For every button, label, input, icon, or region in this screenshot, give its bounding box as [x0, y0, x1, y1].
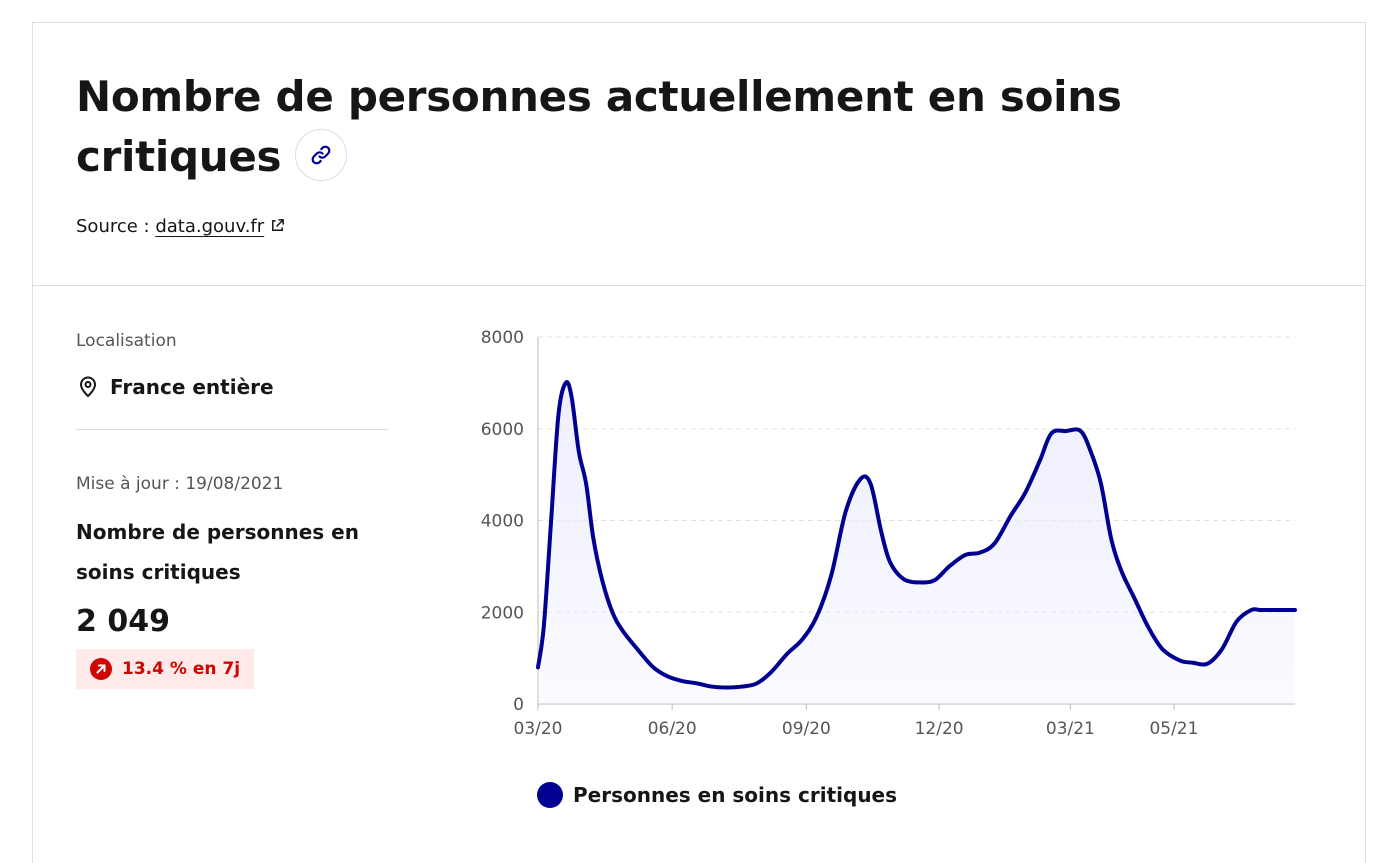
link-icon: [311, 145, 331, 164]
y-tick-label: 8000: [481, 328, 524, 348]
chart-legend: Personnes en soins critiques: [537, 782, 897, 808]
copy-link-button[interactable]: [295, 128, 348, 181]
page-title: Nombre de personnes actuellement en soin…: [76, 67, 1136, 187]
y-tick-label: 4000: [481, 512, 524, 532]
metric-label: Nombre de personnes en soins critiques: [76, 520, 359, 584]
legend-label: Personnes en soins critiques: [573, 783, 898, 807]
y-tick-label: 2000: [481, 603, 524, 623]
update-date: Mise à jour : 19/08/2021: [76, 474, 284, 494]
location-label: Localisation: [76, 331, 177, 351]
location-text: France entière: [110, 375, 274, 399]
source-label: Source :: [76, 216, 150, 237]
title-text: Nombre de personnes actuellement en soin…: [76, 72, 1122, 181]
x-tick-label: 05/21: [1149, 719, 1198, 739]
source-line: Source : data.gouv.fr: [76, 216, 285, 238]
x-tick-label: 03/21: [1046, 719, 1095, 739]
trend-text: 13.4 % en 7j: [122, 659, 241, 679]
location-value[interactable]: France entière: [76, 375, 388, 399]
series-line: [536, 380, 1297, 690]
trend-badge: 13.4 % en 7j: [76, 649, 255, 689]
series-area: [538, 382, 1295, 704]
map-pin-icon: [76, 375, 100, 399]
legend-swatch: [537, 782, 563, 808]
source-link-text: data.gouv.fr: [155, 216, 265, 237]
divider: [76, 429, 388, 430]
card-header: Nombre de personnes actuellement en soin…: [33, 23, 1365, 286]
y-tick-label: 6000: [481, 420, 524, 440]
x-tick-label: 12/20: [915, 719, 964, 739]
critical-care-chart: 0 2000 4000 6000 8000 03/20 06/20 09/20 12/20 03/…: [481, 328, 1297, 739]
summary-panel: Localisation France entière Mise à jour …: [76, 323, 388, 689]
x-tick-label: 06/20: [648, 719, 697, 739]
x-tick-label: 03/20: [514, 719, 563, 739]
arrow-up-right-icon: [90, 658, 112, 680]
metric-value: 2 049: [76, 604, 170, 639]
x-tick-label: 09/20: [782, 719, 831, 739]
indicator-card: Nombre de personnes actuellement en soin…: [32, 22, 1366, 863]
y-tick-label: 0: [513, 695, 524, 715]
external-link-icon: [270, 217, 285, 238]
source-link[interactable]: data.gouv.fr: [155, 216, 285, 237]
